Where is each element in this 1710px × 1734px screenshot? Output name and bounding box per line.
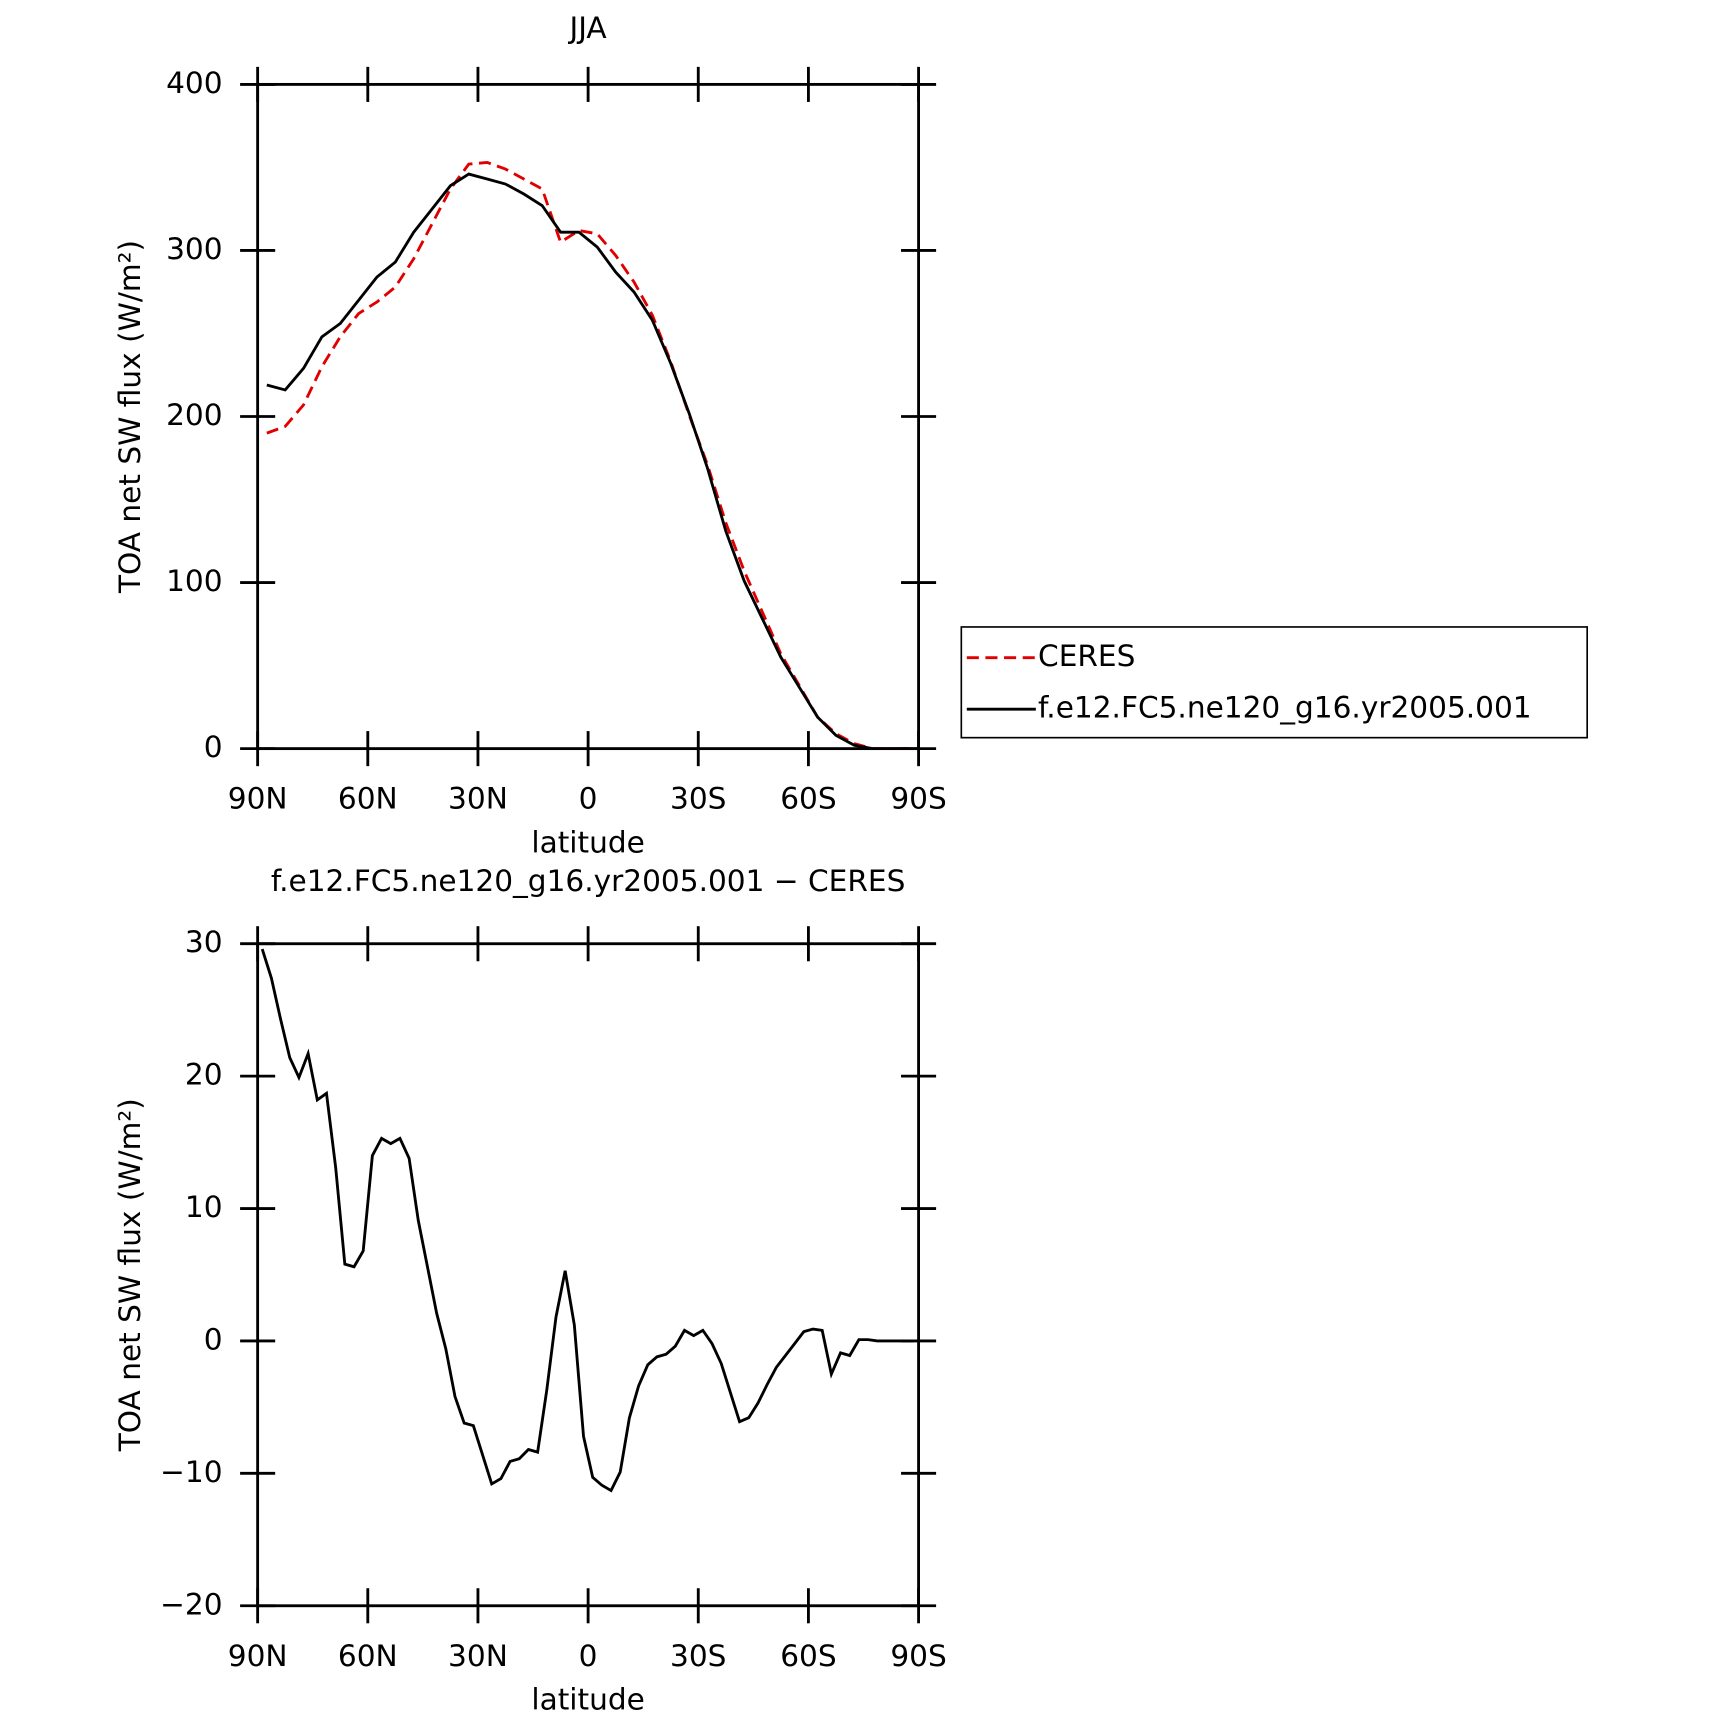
y-axis-label: TOA net SW flux (W/m²) [113, 240, 147, 594]
chart-title: JJA [568, 11, 607, 45]
y-tick-label: 30 [185, 925, 223, 959]
x-tick-label: 90N [228, 1639, 288, 1673]
y-tick-label: 200 [166, 398, 222, 432]
x-tick-label: 60S [780, 782, 836, 816]
y-tick-label: 100 [166, 564, 222, 598]
y-tick-label: 300 [166, 232, 222, 266]
x-tick-label: 30S [670, 782, 726, 816]
y-tick-label: 0 [204, 1322, 223, 1356]
x-tick-label: 0 [579, 782, 598, 816]
x-tick-label: 90N [228, 782, 288, 816]
x-tick-label: 60N [338, 1639, 398, 1673]
x-axis-label: latitude [531, 1683, 644, 1717]
y-tick-label: 10 [185, 1190, 223, 1224]
plot-frame [256, 942, 920, 1608]
data-line [260, 948, 914, 1493]
legend-label: CERES [1038, 639, 1135, 673]
legend-label: f.e12.FC5.ne120_g16.yr2005.001 [1038, 691, 1532, 725]
x-tick-label: 90S [890, 782, 946, 816]
chart-title: f.e12.FC5.ne120_g16.yr2005.001 − CERES [271, 864, 906, 898]
x-tick-label: 30N [448, 782, 508, 816]
x-tick-label: 30S [670, 1639, 726, 1673]
x-tick-label: 30N [448, 1639, 508, 1673]
x-tick-label: 60N [338, 782, 398, 816]
y-tick-label: −10 [160, 1455, 222, 1489]
plot-frame [256, 82, 920, 751]
x-tick-label: 90S [890, 1639, 946, 1673]
data-line [266, 161, 910, 751]
y-tick-label: 0 [204, 730, 223, 764]
x-axis-label: latitude [531, 825, 644, 859]
x-tick-label: 0 [579, 1639, 598, 1673]
data-line [266, 172, 910, 751]
legend-box [960, 626, 1589, 739]
y-axis-label: TOA net SW flux (W/m²) [113, 1098, 147, 1452]
y-tick-label: −20 [160, 1587, 222, 1621]
y-tick-label: 20 [185, 1058, 223, 1092]
x-tick-label: 60S [780, 1639, 836, 1673]
y-tick-label: 400 [166, 66, 222, 100]
